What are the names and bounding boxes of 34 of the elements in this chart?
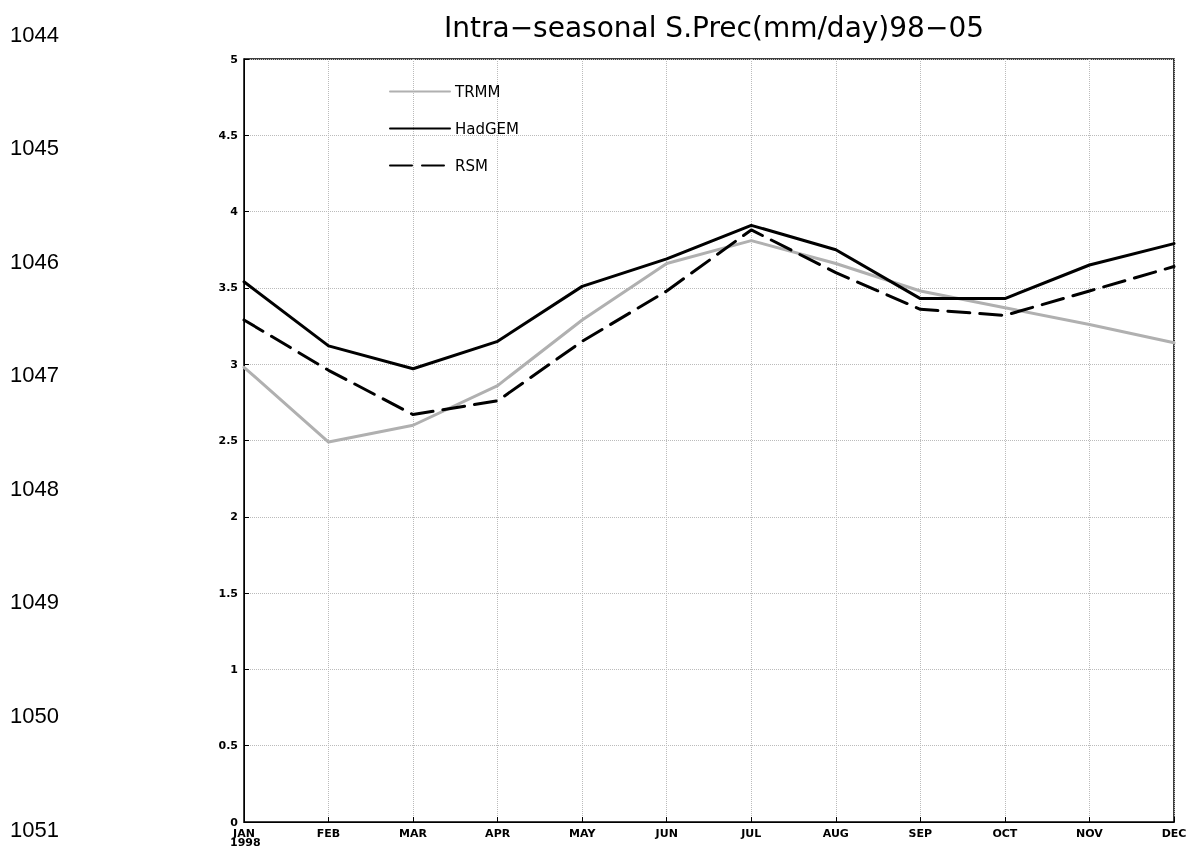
y-tick-label: 0.5: [218, 739, 238, 753]
text: 1048: [10, 475, 59, 501]
x-tick-label: JUL: [740, 827, 762, 840]
text: 1050: [10, 702, 59, 728]
legend-label: RSM: [455, 156, 488, 175]
y-tick-label: 1: [230, 662, 238, 676]
x-tick-label: JUN: [654, 827, 678, 840]
text: 1044: [10, 21, 59, 47]
y-tick-label: 4: [230, 205, 239, 219]
x-tick-label: SEP: [908, 827, 933, 840]
x-tick-label: DEC: [1161, 827, 1187, 840]
text: 1045: [10, 135, 59, 161]
x-tick-label: MAY: [568, 827, 597, 840]
y-tick-label: 0: [230, 815, 239, 829]
y-tick-label: 1.5: [218, 586, 238, 600]
y-tick-label: 2.5: [218, 434, 238, 447]
x-tick-label: OCT: [992, 827, 1018, 840]
text: 1051: [10, 816, 59, 842]
x-tick-label: AUG: [822, 827, 849, 840]
chart-title: Intra−seasonal S.Prec(mm/day)98−05: [443, 10, 985, 44]
text: 1046: [10, 248, 59, 274]
text: 1047: [10, 362, 59, 388]
text: 1049: [10, 589, 59, 615]
x-tick-label: MAR: [399, 827, 428, 840]
y-tick-label: 3.5: [218, 281, 238, 295]
y-tick-label: 5: [230, 52, 238, 66]
y-tick-label: 4.5: [218, 128, 238, 142]
x-tick-label: NOV: [1076, 827, 1104, 840]
x-tick-label: APR: [485, 827, 511, 840]
legend-label: HadGEM: [455, 119, 520, 138]
y-tick-label: 3: [230, 357, 238, 371]
x-tick-label: FEB: [316, 827, 341, 840]
y-tick-label: 2: [230, 510, 238, 524]
legend-label: TRMM: [454, 82, 501, 101]
